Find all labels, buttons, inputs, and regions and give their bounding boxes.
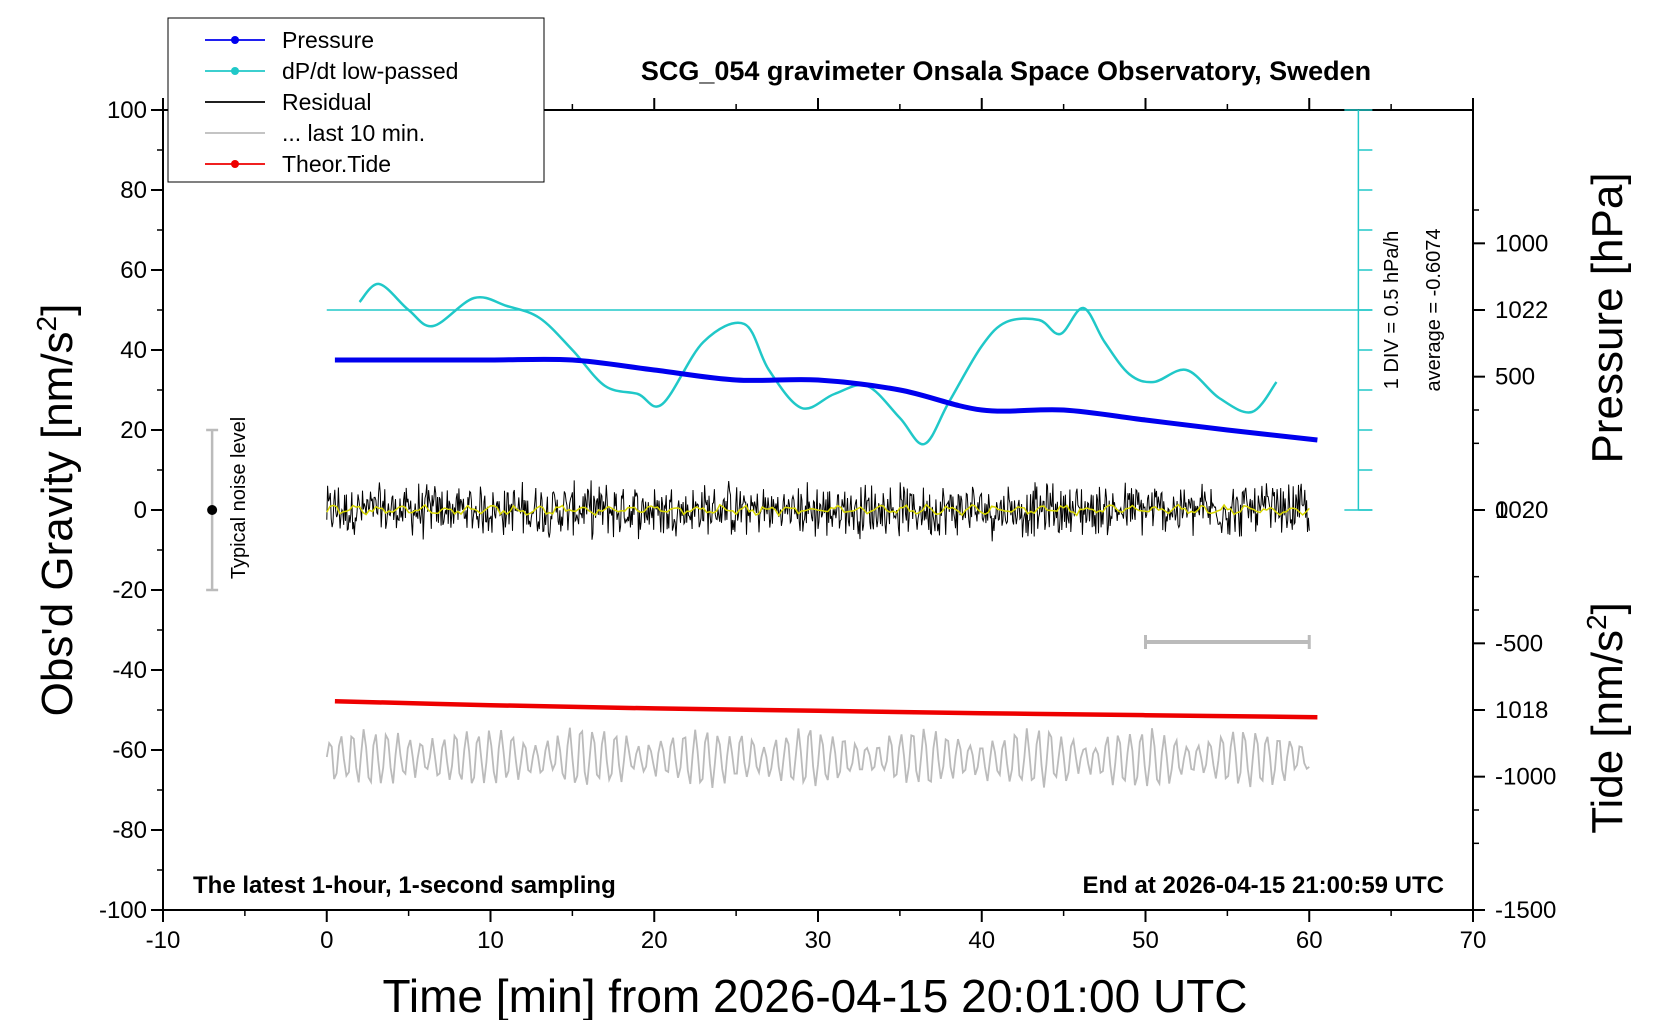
y-axis-title-gravity-main: Obs'd Gravity [nm/s	[33, 331, 82, 716]
noise-level-label: Typical noise level	[228, 417, 250, 579]
annotation-bottom-left: The latest 1-hour, 1-second sampling	[193, 872, 616, 899]
y-axis-title-tide: Tide [nm/s2]	[1581, 602, 1632, 834]
y-tick-label: -80	[112, 817, 147, 844]
y-tick-label: -100	[99, 897, 147, 924]
tide-tick-label: 1000	[1495, 230, 1548, 257]
x-tick-label: 70	[1460, 927, 1487, 954]
tide-tick-label: 0	[1495, 497, 1508, 524]
tide-tick-label: 500	[1495, 364, 1535, 391]
x-tick-label: 20	[641, 927, 668, 954]
y-tick-label: 80	[120, 177, 147, 204]
series-dpdt	[358, 282, 1278, 446]
legend: Pressure dP/dt low-passed Residual ... last…	[167, 17, 545, 183]
y-tick-label: -60	[112, 737, 147, 764]
y-tick-label: -40	[112, 657, 147, 684]
y-axis-title-tide-sup: 2	[1581, 614, 1612, 630]
series-residual	[326, 480, 1310, 542]
y-axis-title-gravity-end: ]	[33, 304, 82, 316]
axes-layer: -10 0 10 20 30 40 50 60 70-100-80-60-40-20020406…	[99, 97, 1556, 954]
series-pressure	[334, 356, 1318, 443]
y-axis-title-gravity: Obs'd Gravity [nm/s2]	[31, 304, 82, 717]
y-axis-title-pressure: Pressure [hPa]	[1583, 172, 1632, 463]
series-residual-smoothed	[326, 503, 1310, 517]
tide-tick-label: -500	[1495, 630, 1543, 657]
x-tick-label: 10	[477, 927, 504, 954]
legend-marker	[231, 160, 239, 168]
y-tick-label: 0	[134, 497, 147, 524]
tide-tick-label: -1500	[1495, 897, 1556, 924]
y-tick-label: 20	[120, 417, 147, 444]
y-axis-title-gravity-sup: 2	[31, 316, 62, 332]
x-tick-label: 40	[968, 927, 995, 954]
y-tick-label: 60	[120, 257, 147, 284]
x-tick-label: 60	[1296, 927, 1323, 954]
x-tick-label: 0	[320, 927, 333, 954]
legend-label: dP/dt low-passed	[282, 58, 458, 84]
legend-label: Residual	[282, 89, 372, 115]
legend-box	[167, 17, 545, 183]
pressure-tick-label: 1020	[1495, 497, 1548, 524]
x-tick-label: 30	[805, 927, 832, 954]
chart-title: SCG_054 gravimeter Onsala Space Observat…	[641, 56, 1371, 86]
legend-label: ... last 10 min.	[282, 120, 425, 146]
pressure-tick-label: 1022	[1495, 297, 1548, 324]
y-tick-label: -20	[112, 577, 147, 604]
tide-tick-label: -1000	[1495, 764, 1556, 791]
series-theor-tide	[334, 698, 1318, 720]
series-layer	[206, 282, 1373, 788]
x-tick-label: 50	[1132, 927, 1159, 954]
y-tick-label: 100	[107, 97, 147, 124]
annotation-bottom-right: End at 2026-04-15 21:00:59 UTC	[1083, 872, 1445, 899]
x-axis-title: Time [min] from 2026-04-15 20:01:00 UTC	[383, 970, 1248, 1020]
legend-marker	[231, 36, 239, 44]
legend-marker	[231, 67, 239, 75]
series-last-10-min	[325, 727, 1310, 788]
pressure-tick-label: 1018	[1495, 697, 1548, 724]
y-axis-title-tide-main: Tide [nm/s	[1583, 630, 1632, 834]
dpdt-scale-label: 1 DIV = 0.5 hPa/h	[1381, 231, 1403, 389]
y-axis-title-tide-end: ]	[1583, 602, 1632, 614]
noise-level-center-dot	[207, 505, 218, 515]
y-tick-label: 40	[120, 337, 147, 364]
legend-label: Theor.Tide	[282, 151, 391, 177]
dpdt-average-label: average = -0.6074	[1423, 229, 1445, 392]
legend-label: Pressure	[282, 27, 374, 53]
x-tick-label: -10	[146, 927, 181, 954]
